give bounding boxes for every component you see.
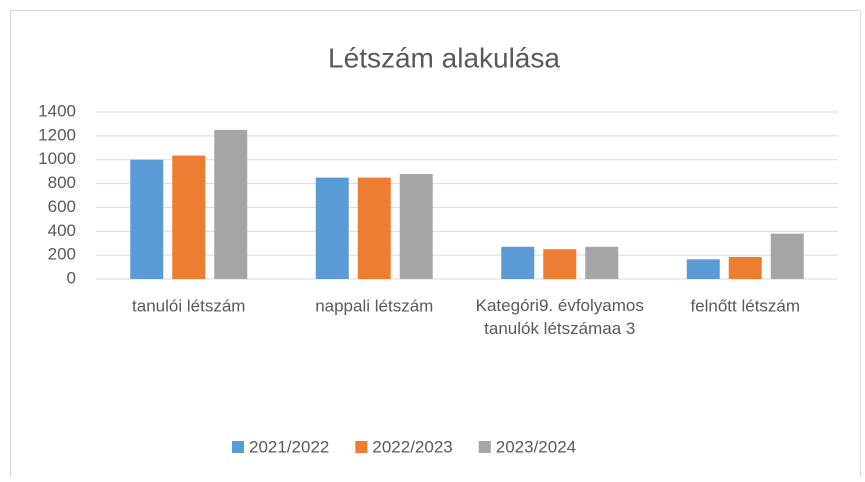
y-tick-label: 1000 bbox=[38, 149, 76, 168]
bar bbox=[130, 159, 164, 279]
bar bbox=[172, 155, 206, 279]
legend-label: 2021/2022 bbox=[249, 437, 329, 456]
bar bbox=[399, 174, 433, 279]
x-tick-label-line: tanulók létszámaa 3 bbox=[484, 319, 635, 338]
legend-swatch bbox=[355, 441, 368, 453]
y-tick-label: 0 bbox=[67, 268, 76, 287]
x-tick-label: Kategóri9. évfolyamos tanulók létszámaa 3 bbox=[476, 296, 644, 338]
bar bbox=[585, 246, 619, 279]
x-tick-label: tanulói létszám bbox=[132, 296, 245, 315]
bar bbox=[315, 177, 349, 279]
y-tick-label: 600 bbox=[48, 197, 76, 216]
x-tick-label: nappali létszám bbox=[315, 296, 433, 315]
y-tick-label: 1200 bbox=[38, 125, 76, 144]
y-tick-label: 400 bbox=[48, 221, 76, 240]
bar bbox=[686, 259, 720, 279]
y-tick-label: 200 bbox=[48, 245, 76, 264]
x-tick-label: felnőtt létszám bbox=[690, 296, 800, 315]
y-tick-label: 800 bbox=[48, 173, 76, 192]
bar bbox=[728, 256, 762, 279]
x-tick-label-line: Kategóri9. évfolyamos bbox=[476, 296, 644, 315]
bar bbox=[214, 129, 248, 279]
legend-label: 2022/2023 bbox=[372, 437, 452, 456]
legend-swatch bbox=[478, 441, 491, 453]
bar bbox=[357, 177, 391, 279]
legend-label: 2023/2024 bbox=[496, 437, 576, 456]
chart-title: Létszám alakulása bbox=[328, 42, 560, 73]
bar bbox=[543, 249, 577, 279]
legend-swatch bbox=[232, 441, 244, 453]
y-tick-label: 1400 bbox=[38, 101, 76, 120]
bar bbox=[770, 233, 804, 279]
bar bbox=[501, 246, 535, 279]
